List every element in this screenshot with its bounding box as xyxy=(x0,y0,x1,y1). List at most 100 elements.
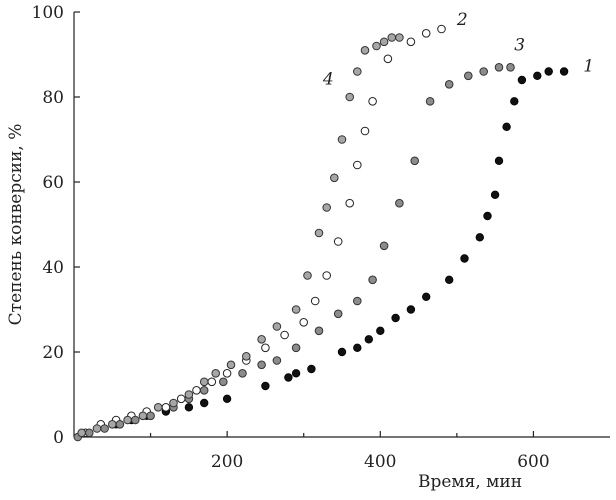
data-point-series-1 xyxy=(445,276,453,284)
data-point-series-1 xyxy=(461,255,469,263)
series-label-4: 4 xyxy=(322,69,334,89)
data-point-series-3 xyxy=(116,421,124,429)
data-point-series-2 xyxy=(262,344,270,352)
data-point-series-1 xyxy=(392,314,400,322)
data-point-series-2 xyxy=(346,199,354,207)
data-point-series-1 xyxy=(476,234,484,242)
data-point-series-4 xyxy=(331,174,339,182)
data-point-series-4 xyxy=(78,429,86,437)
data-point-series-4 xyxy=(273,323,281,331)
data-point-series-3 xyxy=(396,199,404,207)
y-tick-label: 60 xyxy=(42,173,64,193)
data-point-series-3 xyxy=(465,72,473,80)
data-point-series-4 xyxy=(243,353,251,361)
data-point-series-1 xyxy=(223,395,231,403)
series-label-3: 3 xyxy=(514,35,525,55)
data-point-series-2 xyxy=(422,30,430,38)
data-point-series-3 xyxy=(480,68,488,76)
data-point-series-2 xyxy=(300,319,308,327)
series-3 xyxy=(74,64,514,441)
y-tick-label: 80 xyxy=(42,88,64,108)
data-point-series-2 xyxy=(384,55,392,63)
data-point-series-1 xyxy=(534,72,542,80)
data-point-series-3 xyxy=(273,357,281,365)
data-point-series-2 xyxy=(369,98,377,106)
data-point-series-1 xyxy=(484,212,492,220)
series-2 xyxy=(82,25,446,436)
data-point-series-4 xyxy=(373,42,381,50)
data-point-series-1 xyxy=(560,68,568,76)
data-point-series-1 xyxy=(422,293,430,301)
data-point-series-3 xyxy=(354,297,362,305)
data-point-series-1 xyxy=(338,348,346,356)
data-point-series-3 xyxy=(380,242,388,250)
data-point-series-2 xyxy=(177,395,185,403)
data-point-series-2 xyxy=(223,370,231,378)
data-point-series-3 xyxy=(292,344,300,352)
data-point-series-4 xyxy=(212,370,220,378)
data-point-series-1 xyxy=(495,157,503,165)
data-point-series-2 xyxy=(162,404,170,412)
data-point-series-4 xyxy=(380,38,388,46)
x-axis-title: Время, мин xyxy=(418,472,522,492)
data-point-series-4 xyxy=(170,399,178,407)
data-point-series-2 xyxy=(407,38,415,46)
data-point-series-2 xyxy=(208,378,216,386)
data-point-series-4 xyxy=(124,416,132,424)
data-point-series-3 xyxy=(147,412,155,420)
data-point-series-3 xyxy=(200,387,208,395)
data-point-series-3 xyxy=(411,157,419,165)
data-point-series-1 xyxy=(545,68,553,76)
data-point-series-4 xyxy=(346,93,354,101)
data-points xyxy=(74,25,568,441)
data-point-series-4 xyxy=(93,425,101,433)
data-point-series-2 xyxy=(323,272,331,280)
data-point-series-4 xyxy=(154,404,162,412)
data-point-series-3 xyxy=(445,81,453,89)
data-point-series-1 xyxy=(354,344,362,352)
data-point-series-4 xyxy=(315,229,323,237)
data-point-series-3 xyxy=(220,378,228,386)
data-point-series-1 xyxy=(200,399,208,407)
data-point-series-1 xyxy=(292,370,300,378)
data-point-series-3 xyxy=(239,370,247,378)
data-point-series-1 xyxy=(503,123,511,131)
data-point-series-3 xyxy=(86,429,94,437)
data-point-series-3 xyxy=(101,425,109,433)
data-point-series-3 xyxy=(507,64,515,72)
x-tick-label: 600 xyxy=(517,452,549,472)
y-tick-label: 20 xyxy=(42,343,64,363)
data-point-series-4 xyxy=(361,47,369,55)
data-point-series-4 xyxy=(258,336,266,344)
series-1 xyxy=(112,68,568,428)
data-point-series-1 xyxy=(285,374,293,382)
data-point-series-1 xyxy=(491,191,499,199)
data-point-series-1 xyxy=(518,76,526,84)
series-label-2: 2 xyxy=(456,10,468,30)
data-point-series-4 xyxy=(323,204,331,212)
x-tick-label: 200 xyxy=(211,452,243,472)
data-point-series-1 xyxy=(377,327,385,335)
data-point-series-3 xyxy=(495,64,503,72)
data-point-series-4 xyxy=(338,136,346,144)
data-point-series-2 xyxy=(281,331,289,339)
data-point-series-1 xyxy=(407,306,415,314)
data-point-series-1 xyxy=(308,365,316,373)
x-tick-label: 400 xyxy=(364,452,396,472)
data-point-series-2 xyxy=(311,297,319,305)
y-tick-label: 0 xyxy=(53,428,64,448)
data-point-series-3 xyxy=(315,327,323,335)
data-point-series-4 xyxy=(292,306,300,314)
data-point-series-2 xyxy=(193,387,201,395)
data-point-series-4 xyxy=(227,361,235,369)
data-point-series-2 xyxy=(354,161,362,169)
data-point-series-3 xyxy=(426,98,434,106)
data-point-series-3 xyxy=(334,310,342,318)
data-point-series-2 xyxy=(334,238,342,246)
data-point-series-1 xyxy=(185,404,193,412)
y-axis-title: Степень конверсии, % xyxy=(6,124,26,326)
data-point-series-4 xyxy=(109,421,117,429)
data-point-series-4 xyxy=(396,34,404,42)
data-point-series-4 xyxy=(354,68,362,76)
